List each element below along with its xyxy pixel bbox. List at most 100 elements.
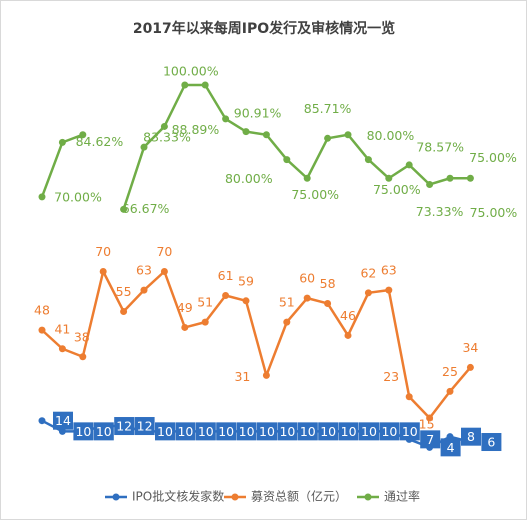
data-point bbox=[120, 205, 128, 213]
data-label-box bbox=[277, 422, 298, 441]
data-label: 63 bbox=[381, 263, 397, 278]
data-label: 78.57% bbox=[416, 139, 464, 154]
data-label: 84.62% bbox=[76, 134, 124, 149]
data-label: 25 bbox=[442, 364, 458, 379]
data-point bbox=[385, 174, 393, 182]
data-label: 80.00% bbox=[225, 171, 273, 186]
data-point bbox=[38, 326, 46, 334]
data-label: 51 bbox=[279, 295, 295, 310]
data-label: 75.00% bbox=[291, 187, 339, 202]
data-label-box bbox=[155, 422, 175, 441]
data-point bbox=[242, 128, 250, 136]
data-label-box bbox=[481, 433, 502, 452]
data-point bbox=[405, 161, 413, 169]
data-label: 14 bbox=[55, 413, 71, 428]
legend-marker bbox=[364, 493, 372, 501]
data-label: 58 bbox=[320, 276, 336, 291]
data-label: 10 bbox=[177, 424, 193, 439]
data-point bbox=[262, 371, 270, 379]
data-label-box bbox=[318, 422, 339, 441]
data-point bbox=[262, 131, 270, 139]
data-label: 23 bbox=[383, 369, 399, 384]
data-point bbox=[446, 174, 454, 182]
data-point bbox=[201, 318, 209, 326]
data-point bbox=[58, 138, 66, 146]
data-label: 10 bbox=[157, 424, 173, 439]
legend-label: 募资总额（亿元） bbox=[251, 489, 347, 504]
legend-marker bbox=[231, 493, 239, 501]
data-label-box bbox=[461, 427, 481, 446]
series-line bbox=[122, 83, 471, 210]
data-point bbox=[405, 393, 413, 401]
data-point bbox=[181, 81, 189, 89]
chart-title: 2017年以来每周IPO发行及审核情况一览 bbox=[133, 20, 395, 37]
data-label: 85.71% bbox=[304, 101, 352, 116]
data-label: 10 bbox=[320, 424, 336, 439]
data-label-box bbox=[338, 422, 359, 441]
data-point bbox=[201, 81, 209, 89]
data-label: 10 bbox=[402, 424, 418, 439]
data-point bbox=[283, 156, 291, 164]
data-point bbox=[344, 331, 352, 339]
data-point bbox=[446, 387, 454, 395]
data-point bbox=[38, 193, 46, 201]
data-label: 66.67% bbox=[122, 201, 170, 216]
data-point bbox=[140, 143, 148, 151]
data-label: 63 bbox=[136, 263, 152, 278]
data-label: 31 bbox=[234, 369, 250, 384]
data-label-box bbox=[440, 438, 461, 457]
data-label: 8 bbox=[467, 429, 475, 444]
data-label: 70 bbox=[95, 244, 111, 259]
data-label-box bbox=[134, 417, 155, 436]
data-point bbox=[324, 134, 332, 142]
data-label: 10 bbox=[75, 424, 91, 439]
data-point bbox=[385, 286, 393, 294]
data-point bbox=[160, 122, 168, 130]
data-label: 15 bbox=[419, 417, 435, 432]
data-label: 62 bbox=[360, 265, 376, 280]
data-point bbox=[426, 414, 434, 422]
data-label: 10 bbox=[259, 424, 275, 439]
data-label: 75.00% bbox=[470, 205, 518, 220]
data-label: 10 bbox=[198, 424, 214, 439]
series-line bbox=[41, 270, 472, 420]
data-label-box bbox=[195, 422, 216, 441]
data-point bbox=[426, 180, 434, 188]
data-label: 73.33% bbox=[416, 204, 464, 219]
data-label: 80.00% bbox=[367, 128, 415, 143]
data-label: 38 bbox=[74, 329, 90, 344]
data-label-box bbox=[257, 422, 277, 441]
data-point bbox=[222, 115, 230, 123]
data-label: 70.00% bbox=[54, 189, 102, 204]
data-label: 10 bbox=[361, 424, 377, 439]
legend-label: IPO批文核发家数 bbox=[132, 489, 224, 504]
data-point bbox=[222, 291, 230, 299]
data-label: 6 bbox=[487, 435, 495, 450]
data-point bbox=[38, 417, 46, 425]
data-label: 10 bbox=[300, 424, 316, 439]
data-label-box bbox=[175, 422, 196, 441]
data-label-box bbox=[297, 422, 318, 441]
data-label: 49 bbox=[177, 300, 193, 315]
data-point bbox=[344, 131, 352, 139]
data-label: 59 bbox=[238, 273, 254, 288]
data-point bbox=[283, 318, 291, 326]
data-label: 46 bbox=[340, 308, 356, 323]
data-label-box bbox=[114, 417, 135, 436]
data-label: 88.89% bbox=[172, 122, 220, 137]
data-point bbox=[364, 289, 372, 297]
data-label: 12 bbox=[116, 419, 132, 434]
data-point bbox=[99, 268, 107, 275]
data-point bbox=[79, 131, 87, 139]
data-label: 34 bbox=[462, 340, 478, 355]
data-label: 12 bbox=[137, 419, 153, 434]
data-point bbox=[181, 323, 189, 331]
data-label-box bbox=[93, 422, 114, 441]
data-label: 75.00% bbox=[469, 150, 517, 165]
data-label: 75.00% bbox=[373, 182, 421, 197]
data-label-box bbox=[399, 422, 420, 441]
data-label-box bbox=[73, 422, 94, 441]
data-label: 70 bbox=[156, 244, 172, 259]
data-label: 4 bbox=[447, 440, 455, 455]
